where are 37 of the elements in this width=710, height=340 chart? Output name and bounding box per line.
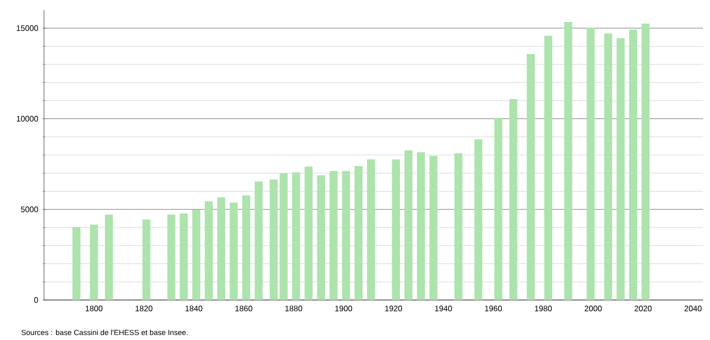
bar bbox=[616, 38, 625, 300]
bar bbox=[280, 173, 288, 300]
bar bbox=[454, 153, 462, 300]
bar bbox=[629, 30, 638, 300]
bar bbox=[342, 170, 350, 300]
bar bbox=[642, 24, 650, 300]
bar bbox=[180, 214, 188, 300]
bar bbox=[292, 172, 300, 300]
bar bbox=[142, 220, 150, 300]
bar bbox=[167, 214, 176, 300]
bar bbox=[604, 34, 612, 300]
bar bbox=[317, 175, 326, 300]
bar bbox=[270, 179, 278, 300]
bar bbox=[404, 150, 412, 300]
bar bbox=[192, 210, 200, 300]
bar bbox=[544, 36, 552, 300]
bar bbox=[416, 152, 425, 300]
bar bbox=[526, 54, 535, 300]
bar bbox=[367, 159, 376, 300]
bar bbox=[204, 201, 213, 300]
bar bbox=[254, 181, 263, 300]
bar bbox=[509, 98, 518, 300]
bar bbox=[104, 214, 113, 300]
bar bbox=[72, 226, 80, 300]
bar bbox=[474, 139, 482, 300]
bar bbox=[586, 28, 595, 300]
bar bbox=[564, 22, 572, 300]
bar bbox=[230, 202, 238, 300]
bar bbox=[242, 195, 250, 300]
bar bbox=[90, 224, 98, 300]
bar bbox=[392, 159, 400, 300]
bar bbox=[429, 156, 438, 300]
bar bbox=[304, 166, 313, 300]
bar bbox=[330, 170, 338, 300]
bar bbox=[354, 166, 363, 300]
bar bbox=[217, 197, 226, 300]
bar bbox=[494, 118, 502, 300]
